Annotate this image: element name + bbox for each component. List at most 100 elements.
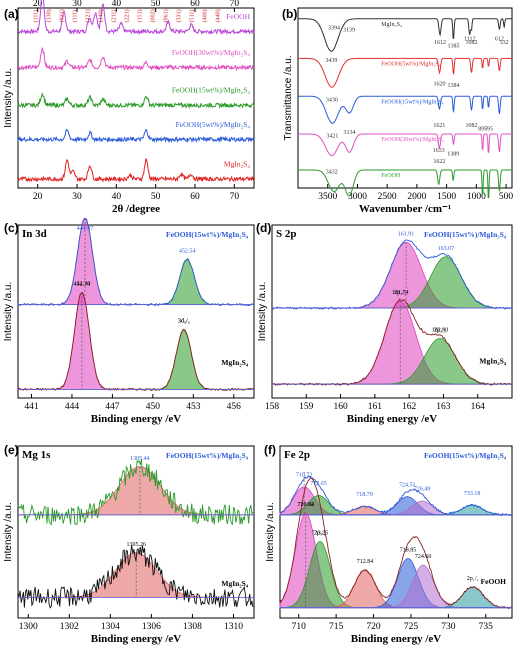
series-label: FeOOH(5wt%)/MgIn₂S₄ [176,120,251,129]
peak-label: 733.18 [464,491,481,497]
plot-frame [279,445,513,619]
sample-label-upper: FeOOH(15wt%)/MgIn₂S₄ [424,451,507,460]
x-tick-label: 158 [265,402,280,412]
x-tick-label: 164 [471,402,486,412]
x-axis-label: 2θ /degree [112,203,160,215]
series-label: MgIn₂S₄ [224,159,250,168]
series-label: FeOOH(15wt%)/MgIn₂S₄ [381,98,444,105]
sample-label-lower: MgIn₂S₄ [479,356,506,365]
peak-label: 726.62 [297,502,314,508]
plot-frame [17,7,255,189]
top-tick-label: 50 [151,0,161,9]
raw-spectrum [271,239,513,310]
ftir-curve [298,133,512,157]
x-tick-label: 1302 [60,622,79,632]
band-label: 1082 [465,40,477,46]
peak-label: 163.07 [438,246,455,252]
xrd-curve [17,128,255,144]
x-tick-label: 50 [151,192,161,202]
plot-frame [17,445,255,619]
peak-label: 452.54 [179,249,196,255]
xrd-curve [17,157,255,183]
ref-index: (331) [175,9,182,22]
x-tick-label: 450 [146,402,161,412]
band-label: 3134 [343,130,355,136]
x-tick-label: 3000 [348,192,367,202]
x-tick-label: 453 [186,402,201,412]
ref-index: (511) [188,10,195,23]
series-label: FeOOH [381,173,401,179]
chart-panel-3: (d) 158 159 160 161 162 163 164 Binding energy /… [256,221,513,425]
peak-label: 2p₁/₂ [467,576,479,582]
band-label: 532 [500,40,509,46]
ref-index: (211) [111,10,118,23]
sample-label-lower: MgIn₂S₄ [221,358,248,367]
plot-frame [297,7,513,189]
x-tick-label: 710 [292,622,307,632]
panel-label: (d) [256,221,271,235]
peak-label: 724.51 [399,482,416,488]
x-axis-label: Binding energy /eV [347,413,438,425]
series-label: FeOOH(20wt%)/MgIn₂S₄ [381,136,444,143]
band-label: 3430 [326,98,338,104]
peak-label: 718.85 [400,548,417,554]
peak-label: 733.25 [312,531,329,537]
x-tick-label: 30 [72,192,82,202]
fit-component [272,241,512,309]
plot-frame [17,224,255,399]
chart-panel-1: (b) 3500 3000 2500 2000 1500 1000 500 Wavenumber… [282,7,513,215]
sample-label-lower: MgIn₂S₄ [221,579,248,588]
peak-label: 444.74 [74,282,91,288]
x-tick-label: 2000 [407,192,426,202]
ref-index: (440) [214,9,221,22]
raw-spectrum [17,544,254,609]
x-tick-label: 735 [479,622,494,632]
series-label: FeOOH [226,12,250,21]
fit-component [18,328,254,390]
fit-component [17,292,254,390]
y-axis-label: Intensity /a.u. [3,502,14,561]
y-axis-label: Intensity /a.u. [257,282,268,341]
band-label: 3439 [325,58,337,64]
raw-spectrum [17,459,254,526]
panel-label: (e) [4,443,19,457]
band-label: 3432 [326,170,338,176]
panel-title: S 2p [276,228,297,240]
panel-label: (c) [4,221,19,235]
x-tick-label: 40 [112,192,122,202]
x-tick-label: 456 [227,402,242,412]
top-tick-label: 40 [112,0,122,9]
peak-label: 710.72 [296,473,313,479]
peak-label: 1305.44 [130,456,150,462]
fit-component [18,259,254,305]
x-tick-label: 715 [329,622,344,632]
peak-label: 710.94 [297,502,314,508]
x-axis-label: Wavenumber /cm⁻¹ [359,203,451,215]
x-tick-label: 1304 [101,622,120,632]
x-tick-label: 163 [436,402,451,412]
ref-index: (111) [33,10,40,23]
band-label: 3139 [343,27,355,33]
peak-label: 3d₃/₂ [178,318,190,324]
ref-index: (400) [201,9,208,22]
x-tick-label: 725 [404,622,419,632]
top-tick-label: 60 [190,0,200,9]
peak-label: 444.97 [77,226,94,232]
band-label: 1620 [433,81,445,87]
top-tick-label: 20 [33,0,43,9]
y-axis-label: Intensity /a.u. [3,68,14,127]
x-axis-label: Binding energy /eV [91,633,182,645]
series-label: FeOOH(30wt%)/MgIn₂S₄ [172,48,251,57]
x-tick-label: 1500 [437,192,456,202]
top-tick-label: 70 [230,0,240,9]
peak-label: 3d₅/₂ [178,318,190,324]
raw-spectrum [279,477,513,610]
series-label: FeOOH(15wt%)/MgIn₂S₄ [172,86,251,95]
top-tick-label: 30 [72,0,82,9]
x-tick-label: 1310 [224,622,243,632]
x-axis-label: Binding energy /eV [351,633,442,645]
ref-index: (002) [149,9,156,22]
peak-label: 2p₁/₂ [394,290,406,296]
raw-spectrum [271,298,513,386]
